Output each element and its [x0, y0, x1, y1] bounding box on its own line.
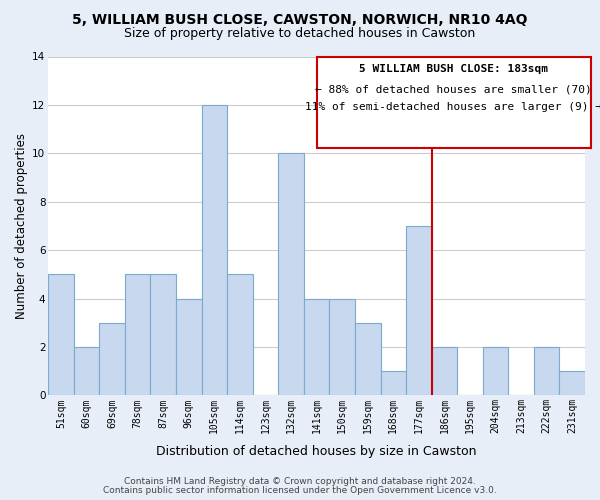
Bar [304, 298, 329, 396]
Bar [74, 347, 100, 396]
Text: 5 WILLIAM BUSH CLOSE: 183sqm: 5 WILLIAM BUSH CLOSE: 183sqm [359, 64, 548, 74]
Bar [559, 371, 585, 396]
Bar [227, 274, 253, 396]
Bar [151, 274, 176, 396]
Bar [355, 322, 380, 396]
Bar [202, 105, 227, 396]
Bar [534, 347, 559, 396]
Bar [125, 274, 151, 396]
Text: Size of property relative to detached houses in Cawston: Size of property relative to detached ho… [124, 28, 476, 40]
Bar [100, 322, 125, 396]
X-axis label: Distribution of detached houses by size in Cawston: Distribution of detached houses by size … [157, 444, 477, 458]
Y-axis label: Number of detached properties: Number of detached properties [15, 133, 28, 319]
Text: Contains HM Land Registry data © Crown copyright and database right 2024.: Contains HM Land Registry data © Crown c… [124, 477, 476, 486]
Text: 5, WILLIAM BUSH CLOSE, CAWSTON, NORWICH, NR10 4AQ: 5, WILLIAM BUSH CLOSE, CAWSTON, NORWICH,… [72, 12, 528, 26]
Bar [406, 226, 431, 396]
Bar [483, 347, 508, 396]
Bar [48, 274, 74, 396]
Text: 11% of semi-detached houses are larger (9) →: 11% of semi-detached houses are larger (… [305, 102, 600, 112]
Text: Contains public sector information licensed under the Open Government Licence v3: Contains public sector information licen… [103, 486, 497, 495]
Bar [278, 154, 304, 396]
Text: ← 88% of detached houses are smaller (70): ← 88% of detached houses are smaller (70… [316, 84, 592, 94]
Bar [431, 347, 457, 396]
Bar [329, 298, 355, 396]
Bar [176, 298, 202, 396]
Bar [380, 371, 406, 396]
